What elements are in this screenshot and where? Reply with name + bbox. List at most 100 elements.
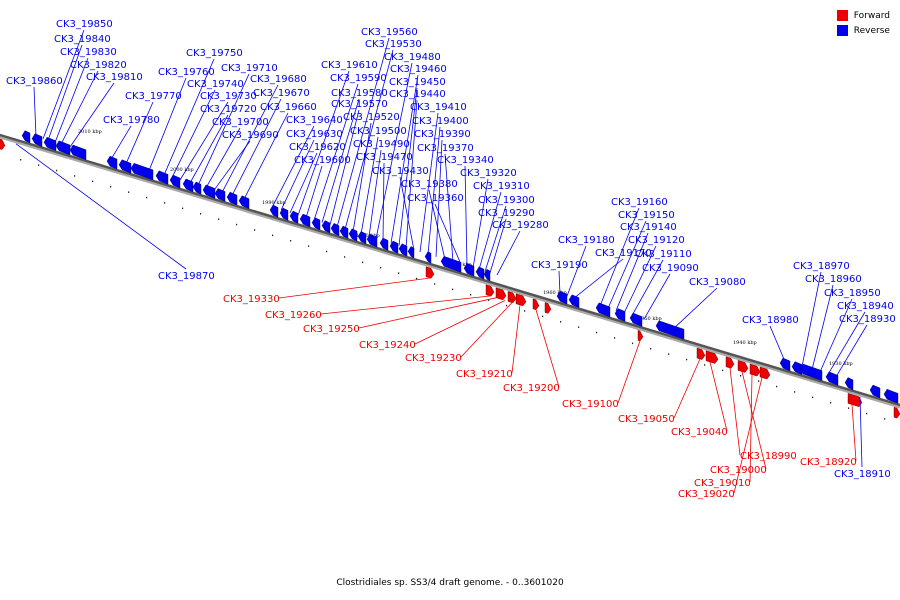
reverse-gene-label[interactable]: CK3_19760: [158, 67, 215, 78]
reverse-gene-arrow[interactable]: [339, 225, 349, 239]
reverse-gene-arrow[interactable]: [791, 361, 803, 375]
forward-gene-label[interactable]: CK3_19200: [503, 383, 560, 394]
reverse-gene-label[interactable]: CK3_19150: [618, 210, 675, 221]
reverse-gene-arrow[interactable]: [299, 213, 311, 228]
reverse-gene-label[interactable]: CK3_19340: [437, 155, 494, 166]
reverse-gene-label[interactable]: CK3_19530: [365, 39, 422, 50]
reverse-gene-label[interactable]: CK3_18930: [839, 314, 896, 325]
reverse-gene-label[interactable]: CK3_19750: [186, 48, 243, 59]
forward-gene-label[interactable]: CK3_19260: [265, 310, 322, 321]
reverse-gene-label[interactable]: CK3_19120: [628, 235, 685, 246]
reverse-gene-arrow[interactable]: [238, 195, 250, 210]
reverse-gene-arrow[interactable]: [321, 220, 331, 234]
reverse-gene-arrow[interactable]: [289, 210, 299, 224]
reverse-gene-arrow[interactable]: [883, 388, 899, 404]
reverse-gene-label[interactable]: CK3_19360: [407, 193, 464, 204]
forward-gene-arrow[interactable]: [749, 363, 761, 377]
reverse-gene-label[interactable]: CK3_19860: [6, 76, 63, 87]
reverse-gene-arrow[interactable]: [130, 163, 154, 181]
reverse-gene-label[interactable]: CK3_19090: [642, 263, 699, 274]
reverse-gene-label[interactable]: CK3_19370: [417, 143, 474, 154]
reverse-gene-label[interactable]: CK3_19780: [103, 115, 160, 126]
reverse-gene-arrow[interactable]: [556, 290, 568, 305]
reverse-gene-arrow[interactable]: [106, 155, 118, 170]
reverse-gene-arrow[interactable]: [155, 170, 169, 185]
reverse-gene-label[interactable]: CK3_19640: [286, 115, 343, 126]
reverse-gene-label[interactable]: CK3_19630: [286, 129, 343, 140]
forward-gene-arrow[interactable]: [532, 298, 540, 311]
forward-gene-arrow[interactable]: [485, 284, 495, 297]
reverse-gene-arrow[interactable]: [869, 384, 881, 399]
reverse-gene-arrow[interactable]: [366, 233, 378, 248]
reverse-gene-label[interactable]: CK3_19730: [200, 91, 257, 102]
forward-gene-arrow[interactable]: [696, 347, 706, 360]
forward-gene-arrow[interactable]: [737, 360, 749, 373]
reverse-gene-label[interactable]: CK3_19850: [56, 19, 113, 30]
forward-gene-arrow[interactable]: [495, 287, 507, 301]
forward-gene-label[interactable]: CK3_19230: [405, 353, 462, 364]
reverse-gene-arrow[interactable]: [398, 243, 408, 257]
reverse-gene-label[interactable]: CK3_19590: [330, 73, 387, 84]
reverse-gene-label[interactable]: CK3_19520: [343, 112, 400, 123]
reverse-gene-label[interactable]: CK3_18960: [805, 274, 862, 285]
reverse-gene-label[interactable]: CK3_19440: [389, 89, 446, 100]
reverse-gene-arrow[interactable]: [440, 256, 462, 273]
reverse-gene-label[interactable]: CK3_19430: [372, 166, 429, 177]
reverse-gene-label[interactable]: CK3_19610: [321, 60, 378, 71]
reverse-gene-label[interactable]: CK3_19870: [158, 271, 215, 282]
forward-gene-label[interactable]: CK3_19250: [303, 324, 360, 335]
reverse-gene-arrow[interactable]: [379, 237, 389, 251]
reverse-gene-arrow[interactable]: [43, 136, 57, 152]
reverse-gene-label[interactable]: CK3_18950: [824, 288, 881, 299]
reverse-gene-label[interactable]: CK3_19690: [222, 130, 279, 141]
forward-gene-arrow[interactable]: [759, 366, 771, 380]
forward-gene-arrow[interactable]: [507, 291, 517, 304]
forward-gene-arrow[interactable]: [0, 138, 6, 150]
reverse-gene-label[interactable]: CK3_19700: [212, 117, 269, 128]
reverse-gene-label[interactable]: CK3_19410: [410, 102, 467, 113]
forward-gene-arrow[interactable]: [725, 356, 735, 369]
reverse-gene-label[interactable]: CK3_19820: [70, 60, 127, 71]
reverse-gene-label[interactable]: CK3_19660: [260, 102, 317, 113]
reverse-gene-arrow[interactable]: [844, 377, 854, 391]
reverse-gene-label[interactable]: CK3_19580: [331, 88, 388, 99]
forward-gene-arrow[interactable]: [637, 330, 644, 342]
forward-gene-label[interactable]: CK3_19330: [223, 294, 280, 305]
reverse-gene-label[interactable]: CK3_18910: [834, 469, 891, 480]
reverse-gene-label[interactable]: CK3_19490: [353, 139, 410, 150]
reverse-gene-label[interactable]: CK3_19310: [473, 181, 530, 192]
forward-gene-arrow[interactable]: [544, 302, 552, 314]
reverse-gene-label[interactable]: CK3_19320: [460, 168, 517, 179]
forward-gene-label[interactable]: CK3_19040: [671, 427, 728, 438]
reverse-gene-label[interactable]: CK3_19830: [60, 47, 117, 58]
reverse-gene-label[interactable]: CK3_19080: [689, 277, 746, 288]
forward-gene-label[interactable]: CK3_18920: [800, 457, 857, 468]
reverse-gene-label[interactable]: CK3_19810: [86, 72, 143, 83]
forward-gene-label[interactable]: CK3_19240: [359, 340, 416, 351]
reverse-gene-label[interactable]: CK3_18980: [742, 315, 799, 326]
reverse-gene-arrow[interactable]: [311, 217, 321, 231]
forward-gene-label[interactable]: CK3_19050: [618, 414, 675, 425]
reverse-gene-arrow[interactable]: [269, 204, 279, 218]
reverse-gene-arrow[interactable]: [568, 294, 580, 309]
forward-gene-arrow[interactable]: [893, 406, 900, 419]
reverse-gene-label[interactable]: CK3_19600: [294, 155, 351, 166]
reverse-gene-arrow[interactable]: [192, 181, 202, 195]
reverse-gene-label[interactable]: CK3_19460: [390, 64, 447, 75]
reverse-gene-label[interactable]: CK3_19740: [187, 79, 244, 90]
reverse-gene-arrow[interactable]: [69, 144, 87, 161]
reverse-gene-arrow[interactable]: [348, 228, 358, 242]
reverse-gene-label[interactable]: CK3_19140: [620, 222, 677, 233]
forward-gene-label[interactable]: CK3_19100: [562, 399, 619, 410]
forward-gene-label[interactable]: CK3_19000: [710, 465, 767, 476]
forward-gene-arrow[interactable]: [425, 266, 435, 279]
reverse-gene-label[interactable]: CK3_19710: [221, 63, 278, 74]
reverse-gene-label[interactable]: CK3_19720: [200, 104, 257, 115]
reverse-gene-label[interactable]: CK3_19480: [384, 52, 441, 63]
reverse-gene-label[interactable]: CK3_19380: [401, 179, 458, 190]
reverse-gene-arrow[interactable]: [629, 312, 643, 327]
reverse-gene-label[interactable]: CK3_19680: [250, 74, 307, 85]
reverse-gene-arrow[interactable]: [799, 363, 823, 381]
reverse-gene-label[interactable]: CK3_19280: [492, 220, 549, 231]
forward-gene-arrow[interactable]: [515, 293, 527, 307]
